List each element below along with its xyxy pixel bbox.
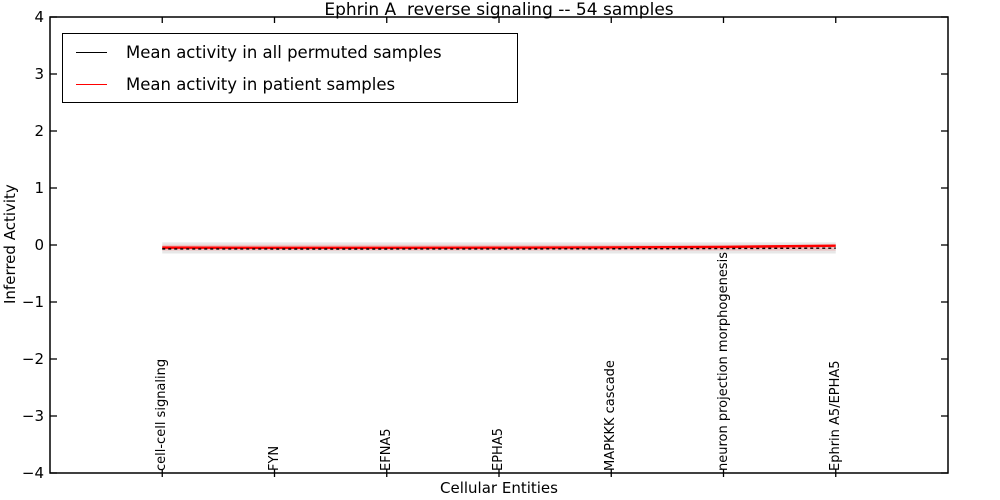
x-axis-label: Cellular Entities bbox=[440, 479, 558, 497]
legend-label-patient: Mean activity in patient samples bbox=[126, 74, 396, 94]
legend-label-permuted: Mean activity in all permuted samples bbox=[126, 42, 442, 62]
y-axis-label: Inferred Activity bbox=[1, 184, 19, 304]
legend-line-patient-icon bbox=[76, 83, 107, 85]
legend: Mean activity in all permuted samples Me… bbox=[62, 33, 518, 103]
legend-line-permuted-icon bbox=[76, 51, 107, 53]
chart-title: Ephrin A reverse signaling -- 54 samples bbox=[324, 0, 674, 20]
legend-entry-permuted: Mean activity in all permuted samples bbox=[63, 38, 517, 67]
legend-entry-patient: Mean activity in patient samples bbox=[63, 70, 517, 99]
